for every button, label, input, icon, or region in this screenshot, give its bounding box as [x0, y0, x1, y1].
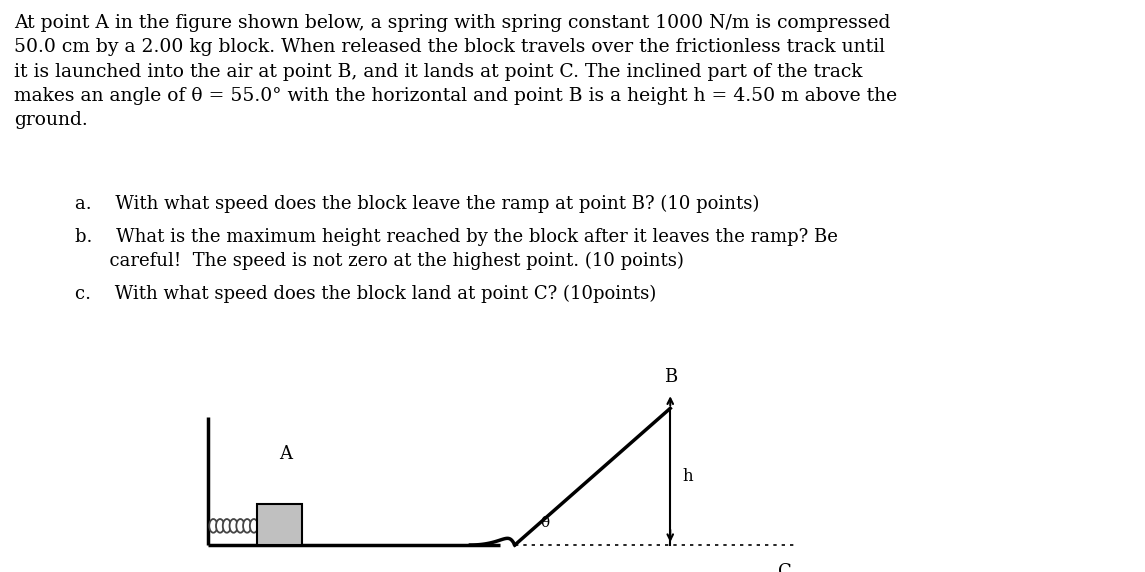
Text: θ: θ [540, 516, 550, 530]
Text: careful!  The speed is not zero at the highest point. (10 points): careful! The speed is not zero at the hi… [76, 252, 684, 270]
Bar [258, 504, 301, 545]
Text: C: C [777, 563, 792, 572]
Text: A: A [279, 445, 292, 463]
Ellipse shape [210, 519, 218, 533]
Text: h: h [682, 468, 693, 485]
Ellipse shape [250, 519, 258, 533]
Ellipse shape [223, 519, 231, 533]
Text: B: B [664, 368, 677, 386]
Ellipse shape [236, 519, 244, 533]
Ellipse shape [229, 519, 238, 533]
Ellipse shape [243, 519, 251, 533]
Text: At point A in the figure shown below, a spring with spring constant 1000 N/m is : At point A in the figure shown below, a … [14, 14, 898, 129]
Text: b.  What is the maximum height reached by the block after it leaves the ramp? Be: b. What is the maximum height reached by… [76, 228, 838, 246]
Text: c.  With what speed does the block land at point C? (10points): c. With what speed does the block land a… [76, 285, 656, 303]
Ellipse shape [216, 519, 224, 533]
Text: a.  With what speed does the block leave the ramp at point B? (10 points): a. With what speed does the block leave … [76, 195, 759, 213]
